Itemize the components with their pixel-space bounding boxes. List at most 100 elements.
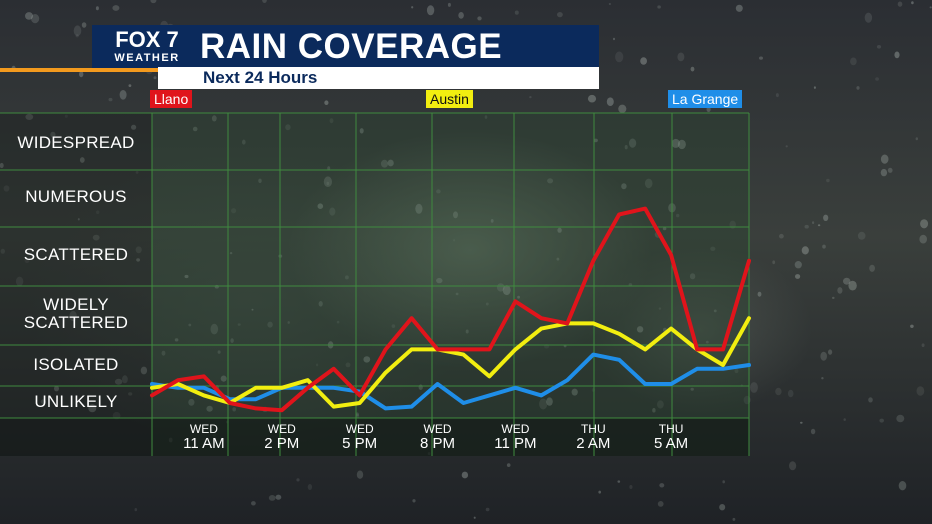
rain-drop xyxy=(722,480,725,484)
rain-drop xyxy=(821,377,824,380)
x-tick-time: 2 PM xyxy=(264,435,300,452)
rain-drop xyxy=(800,421,803,424)
rain-drop xyxy=(864,12,873,23)
rain-drop xyxy=(713,309,717,313)
rain-drop xyxy=(897,1,903,7)
rain-drop xyxy=(615,51,624,63)
y-tick-label: ISOLATED xyxy=(33,355,119,374)
x-tick-label: WED 2 PM xyxy=(237,422,327,452)
rain-drop xyxy=(929,6,932,9)
rain-drop xyxy=(131,124,137,130)
rain-drop xyxy=(161,350,166,356)
rain-drop xyxy=(618,104,627,114)
rain-drop xyxy=(629,138,637,148)
rain-drop xyxy=(135,171,139,174)
rain-drop xyxy=(458,12,464,19)
rain-drop xyxy=(210,323,219,335)
rain-drop xyxy=(323,176,332,187)
rain-drop xyxy=(140,366,148,375)
rain-drop xyxy=(436,189,441,194)
rain-drop xyxy=(539,398,548,410)
rain-drop xyxy=(547,178,554,184)
rain-drop xyxy=(759,56,763,60)
rain-drop xyxy=(153,76,157,80)
rain-drop xyxy=(232,407,236,412)
rain-drop xyxy=(188,323,192,327)
rain-drop xyxy=(128,392,133,396)
rain-drop xyxy=(136,258,141,262)
y-tick-label: NUMEROUS xyxy=(25,187,127,206)
rain-drop xyxy=(690,66,695,72)
rain-drop xyxy=(327,166,331,171)
rain-drop xyxy=(606,97,614,106)
rain-drop xyxy=(25,113,34,120)
rain-drop xyxy=(785,145,788,148)
x-tick-time: 5 PM xyxy=(342,435,378,452)
rain-drop xyxy=(237,323,241,326)
rain-drop xyxy=(826,178,830,183)
rain-drop xyxy=(496,283,505,292)
rain-drop xyxy=(54,385,59,392)
accent-stripe xyxy=(0,68,160,72)
rain-drop xyxy=(593,138,598,143)
rain-drop xyxy=(69,310,77,322)
x-tick-label: WED 11 PM xyxy=(470,422,560,452)
rain-drop xyxy=(484,115,488,119)
rain-drop xyxy=(184,274,189,279)
rain-drop xyxy=(268,495,276,501)
rain-drop xyxy=(868,397,873,403)
rain-drop xyxy=(411,6,414,9)
x-tick-label: THU 2 AM xyxy=(548,422,638,452)
rain-drop xyxy=(267,321,273,328)
rain-drop xyxy=(64,114,68,118)
rain-drop xyxy=(329,118,334,124)
rain-drop xyxy=(81,22,87,28)
rain-drop xyxy=(134,508,138,512)
rain-drop xyxy=(96,210,100,214)
x-tick-label: WED 11 AM xyxy=(159,422,249,452)
rain-drop xyxy=(15,276,24,287)
rain-drop xyxy=(345,275,349,280)
y-tick-label: UNLIKELY xyxy=(34,392,118,411)
rain-drop xyxy=(775,387,782,396)
legend-llano: Llano xyxy=(150,90,193,108)
rain-drop xyxy=(415,203,423,214)
y-tick-label: WIDELY SCATTERED xyxy=(23,295,129,332)
rain-drop xyxy=(220,375,227,382)
x-tick-time: 11 PM xyxy=(494,435,537,452)
rain-drop xyxy=(772,260,776,265)
rain-drop xyxy=(640,57,647,65)
rain-drop xyxy=(598,490,601,494)
rain-drop xyxy=(217,350,221,354)
rain-drop xyxy=(911,1,914,5)
x-axis-band xyxy=(0,418,749,456)
rain-drop xyxy=(898,481,907,491)
rain-drop xyxy=(662,227,667,231)
rain-drop xyxy=(657,400,664,409)
x-tick-day: WED xyxy=(189,422,218,436)
rain-drop xyxy=(517,295,520,299)
rain-drop xyxy=(875,77,879,81)
rain-drop xyxy=(613,37,615,41)
rain-drop xyxy=(880,154,889,164)
rain-drop xyxy=(659,483,665,488)
rain-drop xyxy=(556,257,560,261)
rain-drop xyxy=(571,388,578,396)
rain-drop xyxy=(50,131,56,138)
rain-drop xyxy=(915,137,918,141)
rain-drop xyxy=(112,5,120,11)
rain-drop xyxy=(122,375,128,384)
rain-drop xyxy=(95,6,99,11)
rain-drop xyxy=(636,326,644,333)
logo-main-text: FOX 7 xyxy=(115,27,179,52)
rain-drop xyxy=(795,274,801,279)
rain-drop xyxy=(629,485,633,489)
rain-drop xyxy=(24,257,30,264)
rain-drop xyxy=(710,246,716,251)
x-tick-time: 2 AM xyxy=(576,435,611,452)
x-tick-label: WED 5 PM xyxy=(315,422,405,452)
rain-drop xyxy=(258,178,262,183)
rain-drop xyxy=(775,93,779,98)
rain-drop xyxy=(757,291,762,297)
